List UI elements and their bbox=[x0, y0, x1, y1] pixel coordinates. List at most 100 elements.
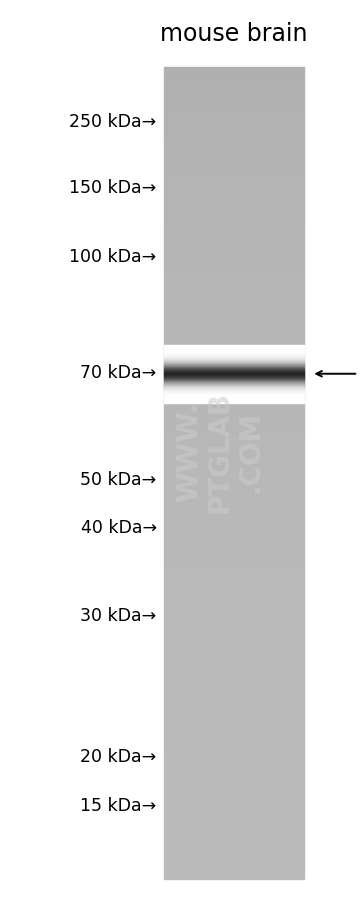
Bar bbox=[164, 809, 304, 812]
Bar bbox=[164, 817, 304, 820]
Bar bbox=[164, 701, 304, 704]
Bar bbox=[164, 216, 304, 219]
Bar bbox=[164, 103, 304, 106]
Bar bbox=[164, 506, 304, 509]
Bar bbox=[164, 517, 304, 520]
Bar bbox=[164, 779, 304, 782]
Bar bbox=[164, 262, 304, 265]
Bar bbox=[164, 249, 304, 252]
Bar bbox=[164, 771, 304, 774]
Bar bbox=[164, 501, 304, 503]
Bar bbox=[164, 241, 304, 244]
Bar bbox=[164, 874, 304, 877]
Bar bbox=[164, 290, 304, 292]
Bar bbox=[164, 157, 304, 160]
Bar bbox=[164, 850, 304, 852]
Text: 250 kDa→: 250 kDa→ bbox=[69, 113, 157, 131]
Bar bbox=[164, 825, 304, 828]
Bar bbox=[164, 235, 304, 238]
Bar bbox=[164, 170, 304, 173]
Text: 50 kDa→: 50 kDa→ bbox=[81, 471, 157, 489]
Bar bbox=[164, 265, 304, 268]
Bar bbox=[164, 260, 304, 262]
Bar bbox=[164, 609, 304, 612]
Bar bbox=[164, 390, 304, 392]
Bar bbox=[164, 387, 304, 390]
Bar bbox=[164, 806, 304, 809]
Bar bbox=[164, 89, 304, 92]
Bar bbox=[164, 84, 304, 87]
Bar bbox=[164, 417, 304, 419]
Bar bbox=[164, 187, 304, 189]
Bar bbox=[164, 633, 304, 636]
Bar bbox=[164, 130, 304, 133]
Bar bbox=[164, 406, 304, 409]
Bar bbox=[164, 444, 304, 446]
Bar bbox=[164, 384, 304, 387]
Bar bbox=[164, 298, 304, 300]
Text: 100 kDa→: 100 kDa→ bbox=[69, 248, 157, 266]
Bar bbox=[164, 173, 304, 176]
Bar bbox=[164, 179, 304, 181]
Bar bbox=[164, 487, 304, 490]
Bar bbox=[164, 842, 304, 844]
Bar bbox=[164, 365, 304, 368]
Bar bbox=[164, 230, 304, 233]
Bar bbox=[164, 135, 304, 138]
Bar bbox=[164, 141, 304, 143]
Bar bbox=[164, 593, 304, 595]
Bar bbox=[164, 465, 304, 468]
Bar bbox=[164, 698, 304, 701]
Bar bbox=[164, 763, 304, 766]
Bar bbox=[164, 371, 304, 373]
Bar bbox=[164, 460, 304, 463]
Bar bbox=[164, 162, 304, 165]
Bar bbox=[164, 533, 304, 536]
Text: 150 kDa→: 150 kDa→ bbox=[69, 179, 157, 197]
Bar bbox=[164, 547, 304, 549]
Text: mouse brain: mouse brain bbox=[160, 23, 308, 46]
Bar bbox=[164, 647, 304, 649]
Bar bbox=[164, 133, 304, 135]
Bar bbox=[164, 449, 304, 452]
Bar bbox=[164, 687, 304, 690]
Bar bbox=[164, 541, 304, 544]
Bar bbox=[164, 276, 304, 279]
Bar bbox=[164, 492, 304, 495]
Bar bbox=[164, 327, 304, 330]
Bar bbox=[164, 181, 304, 184]
Bar bbox=[164, 127, 304, 130]
Bar bbox=[164, 612, 304, 614]
Bar bbox=[164, 160, 304, 162]
Bar bbox=[164, 189, 304, 192]
Bar bbox=[164, 823, 304, 825]
Bar bbox=[164, 663, 304, 666]
Bar bbox=[164, 858, 304, 861]
Bar bbox=[164, 146, 304, 149]
Bar bbox=[164, 666, 304, 668]
Bar bbox=[164, 712, 304, 714]
Bar bbox=[164, 587, 304, 590]
Bar bbox=[164, 755, 304, 758]
Bar bbox=[164, 747, 304, 750]
Bar bbox=[164, 338, 304, 341]
Bar bbox=[164, 257, 304, 260]
Bar bbox=[164, 81, 304, 84]
Text: 20 kDa→: 20 kDa→ bbox=[81, 747, 157, 765]
Bar bbox=[164, 568, 304, 571]
Bar bbox=[164, 544, 304, 547]
Bar bbox=[164, 106, 304, 108]
Bar bbox=[164, 138, 304, 141]
Bar bbox=[164, 273, 304, 276]
Bar bbox=[164, 433, 304, 436]
Bar bbox=[164, 124, 304, 127]
Bar bbox=[164, 373, 304, 376]
Bar bbox=[164, 303, 304, 306]
Bar bbox=[164, 758, 304, 760]
Bar bbox=[164, 317, 304, 319]
Bar bbox=[164, 579, 304, 582]
Bar bbox=[164, 222, 304, 225]
Bar bbox=[164, 479, 304, 482]
Bar bbox=[164, 582, 304, 584]
Bar bbox=[164, 498, 304, 501]
